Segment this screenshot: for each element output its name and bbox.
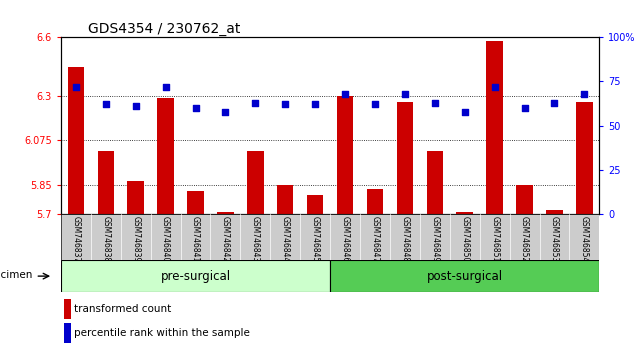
Text: pre-surgical: pre-surgical: [160, 270, 231, 282]
Point: [340, 91, 350, 97]
Point: [101, 102, 111, 107]
Text: GSM746848: GSM746848: [401, 216, 410, 262]
Point: [221, 109, 231, 114]
Bar: [128, 181, 144, 214]
Bar: [576, 102, 593, 214]
Point: [400, 91, 410, 97]
Text: GSM746845: GSM746845: [311, 216, 320, 262]
Text: GSM746846: GSM746846: [340, 216, 349, 262]
Point: [579, 91, 590, 97]
Bar: [330, 260, 599, 292]
Point: [160, 84, 171, 90]
Text: GSM746850: GSM746850: [460, 216, 469, 262]
Bar: [158, 98, 174, 214]
Text: GSM746842: GSM746842: [221, 216, 230, 262]
Bar: [217, 212, 233, 214]
Point: [280, 102, 290, 107]
Bar: [187, 190, 204, 214]
Point: [131, 103, 141, 109]
Point: [519, 105, 529, 111]
Point: [490, 84, 500, 90]
Text: GSM746844: GSM746844: [281, 216, 290, 262]
Text: GSM746849: GSM746849: [430, 216, 439, 262]
Bar: [61, 260, 330, 292]
Bar: [517, 185, 533, 214]
Bar: [546, 210, 563, 214]
Point: [460, 109, 470, 114]
Text: percentile rank within the sample: percentile rank within the sample: [74, 328, 250, 338]
Text: GSM746843: GSM746843: [251, 216, 260, 262]
Text: GSM746840: GSM746840: [161, 216, 170, 262]
Point: [429, 100, 440, 105]
Bar: [427, 151, 443, 214]
Text: GSM746841: GSM746841: [191, 216, 200, 262]
Text: GSM746852: GSM746852: [520, 216, 529, 262]
Bar: [97, 151, 114, 214]
Bar: [337, 96, 353, 214]
Text: GSM746853: GSM746853: [550, 216, 559, 262]
Bar: [487, 41, 503, 214]
Text: transformed count: transformed count: [74, 304, 172, 314]
Point: [250, 100, 260, 105]
Text: specimen: specimen: [0, 269, 33, 280]
Text: GSM746839: GSM746839: [131, 216, 140, 262]
Bar: [367, 189, 383, 214]
Text: post-surgical: post-surgical: [427, 270, 503, 282]
Bar: [68, 67, 84, 214]
Bar: [397, 102, 413, 214]
Text: GSM746854: GSM746854: [580, 216, 589, 262]
Point: [310, 102, 320, 107]
Point: [71, 84, 81, 90]
Bar: [456, 212, 473, 214]
Point: [370, 102, 380, 107]
Bar: [247, 151, 263, 214]
Text: GDS4354 / 230762_at: GDS4354 / 230762_at: [88, 22, 240, 36]
Bar: [277, 185, 294, 214]
Bar: [307, 194, 324, 214]
Text: GSM746851: GSM746851: [490, 216, 499, 262]
Text: GSM746847: GSM746847: [370, 216, 379, 262]
Point: [190, 105, 201, 111]
Text: GSM746838: GSM746838: [101, 216, 110, 262]
Point: [549, 100, 560, 105]
Bar: [64, 323, 71, 343]
Text: GSM746837: GSM746837: [71, 216, 80, 262]
Bar: [64, 299, 71, 319]
